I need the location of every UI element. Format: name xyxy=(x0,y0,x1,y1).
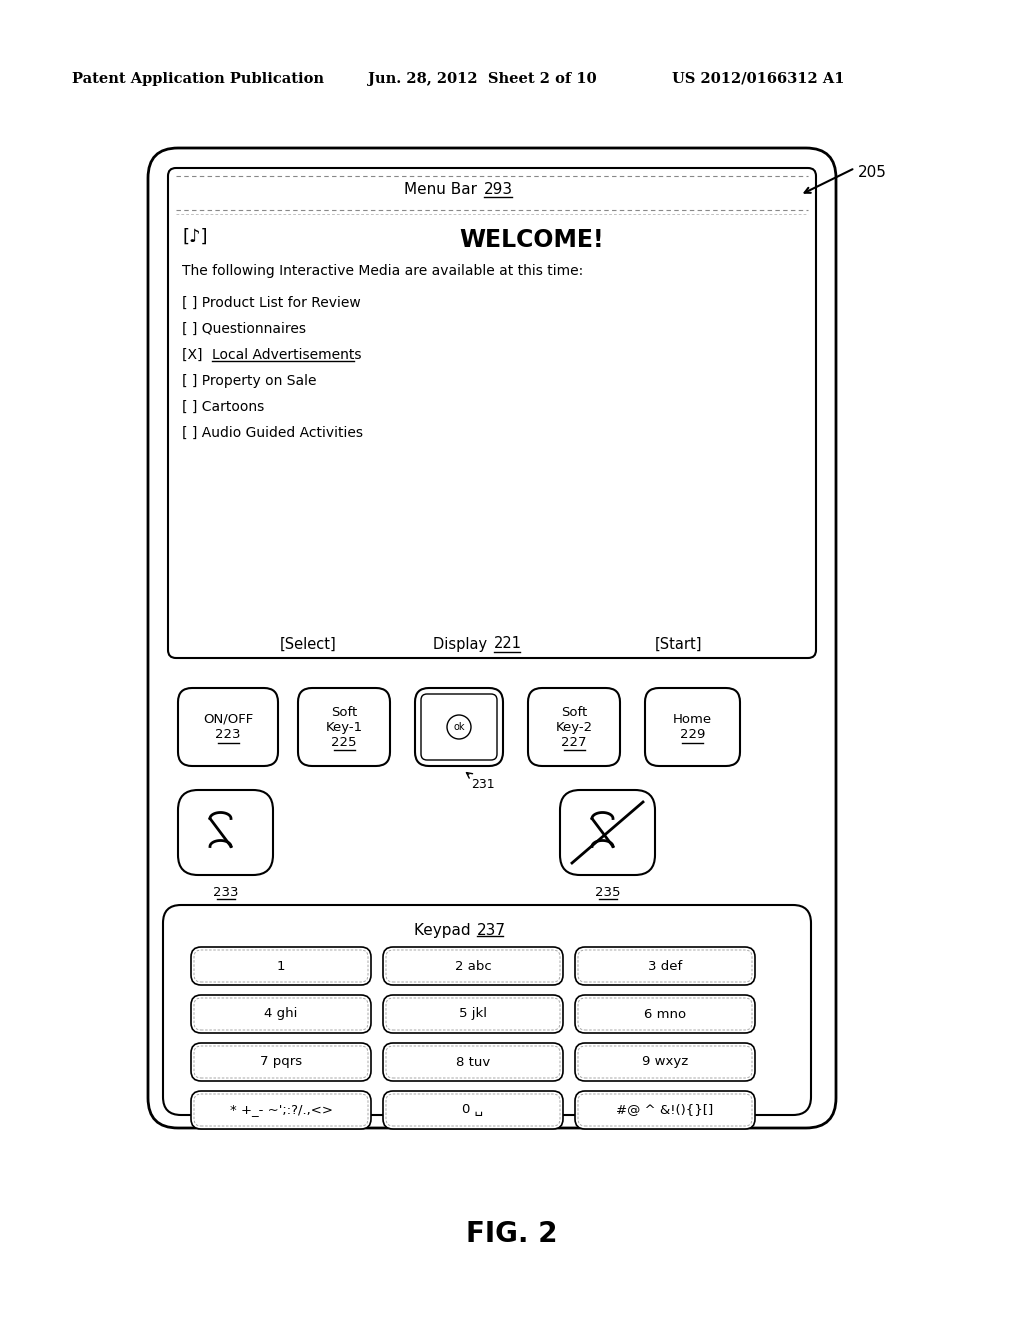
Text: [ ] Cartoons: [ ] Cartoons xyxy=(182,400,264,414)
Text: Jun. 28, 2012  Sheet 2 of 10: Jun. 28, 2012 Sheet 2 of 10 xyxy=(368,73,597,86)
FancyBboxPatch shape xyxy=(191,1043,371,1081)
Text: [Select]: [Select] xyxy=(280,636,336,652)
FancyBboxPatch shape xyxy=(383,1043,563,1081)
Text: [Start]: [Start] xyxy=(654,636,701,652)
FancyBboxPatch shape xyxy=(298,688,390,766)
Circle shape xyxy=(447,715,471,739)
FancyBboxPatch shape xyxy=(575,1043,755,1081)
Text: Menu Bar: Menu Bar xyxy=(404,181,482,197)
Text: [ ] Product List for Review: [ ] Product List for Review xyxy=(182,296,360,310)
Text: Key-1: Key-1 xyxy=(326,721,362,734)
Text: 2 abc: 2 abc xyxy=(455,960,492,973)
FancyBboxPatch shape xyxy=(383,946,563,985)
Text: 229: 229 xyxy=(680,729,706,741)
Text: [ ] Questionnaires: [ ] Questionnaires xyxy=(182,322,306,337)
Text: 8 tuv: 8 tuv xyxy=(456,1056,490,1068)
Text: * +_- ~';:?/.,<>: * +_- ~';:?/.,<> xyxy=(229,1104,333,1117)
Text: 6 mno: 6 mno xyxy=(644,1007,686,1020)
Text: Soft: Soft xyxy=(331,705,357,718)
FancyBboxPatch shape xyxy=(168,168,816,657)
FancyBboxPatch shape xyxy=(528,688,620,766)
Text: [X]: [X] xyxy=(182,348,207,362)
Text: #@ ^ &!(){}[]: #@ ^ &!(){}[] xyxy=(616,1104,714,1117)
Text: 7 pqrs: 7 pqrs xyxy=(260,1056,302,1068)
Text: The following Interactive Media are available at this time:: The following Interactive Media are avai… xyxy=(182,264,584,279)
FancyBboxPatch shape xyxy=(575,946,755,985)
FancyBboxPatch shape xyxy=(575,1092,755,1129)
Text: WELCOME!: WELCOME! xyxy=(460,228,604,252)
Text: Key-2: Key-2 xyxy=(555,721,593,734)
Text: 3 def: 3 def xyxy=(648,960,682,973)
FancyBboxPatch shape xyxy=(415,688,503,766)
Text: Home: Home xyxy=(673,713,712,726)
Text: US 2012/0166312 A1: US 2012/0166312 A1 xyxy=(672,73,845,86)
Text: ON/OFF: ON/OFF xyxy=(203,713,253,726)
Text: ok: ok xyxy=(454,722,465,733)
Text: 1: 1 xyxy=(276,960,286,973)
Text: 205: 205 xyxy=(858,165,887,180)
FancyBboxPatch shape xyxy=(148,148,836,1129)
FancyBboxPatch shape xyxy=(163,906,811,1115)
FancyBboxPatch shape xyxy=(575,995,755,1034)
FancyBboxPatch shape xyxy=(178,789,273,875)
Text: 235: 235 xyxy=(595,887,621,899)
Text: 0 ␣: 0 ␣ xyxy=(463,1104,483,1117)
Text: 225: 225 xyxy=(331,735,356,748)
Text: Display: Display xyxy=(433,636,492,652)
Text: [ ] Property on Sale: [ ] Property on Sale xyxy=(182,374,316,388)
FancyBboxPatch shape xyxy=(383,995,563,1034)
Text: Patent Application Publication: Patent Application Publication xyxy=(72,73,324,86)
Text: Keypad: Keypad xyxy=(414,923,475,939)
Text: [♪]: [♪] xyxy=(182,228,208,246)
Text: Local Advertisements: Local Advertisements xyxy=(212,348,361,362)
Text: 233: 233 xyxy=(213,887,239,899)
FancyBboxPatch shape xyxy=(421,694,497,760)
FancyBboxPatch shape xyxy=(191,946,371,985)
Text: 293: 293 xyxy=(484,181,513,197)
Text: Soft: Soft xyxy=(561,705,587,718)
Text: 221: 221 xyxy=(494,636,522,652)
Text: 223: 223 xyxy=(215,729,241,741)
Text: 231: 231 xyxy=(471,777,495,791)
FancyBboxPatch shape xyxy=(191,1092,371,1129)
Text: 237: 237 xyxy=(477,923,506,939)
Text: 227: 227 xyxy=(561,735,587,748)
Text: 9 wxyz: 9 wxyz xyxy=(642,1056,688,1068)
Text: [ ] Audio Guided Activities: [ ] Audio Guided Activities xyxy=(182,426,362,440)
FancyBboxPatch shape xyxy=(178,688,278,766)
Text: 5 jkl: 5 jkl xyxy=(459,1007,487,1020)
FancyBboxPatch shape xyxy=(645,688,740,766)
Text: FIG. 2: FIG. 2 xyxy=(466,1220,558,1247)
FancyBboxPatch shape xyxy=(383,1092,563,1129)
Text: 4 ghi: 4 ghi xyxy=(264,1007,298,1020)
FancyBboxPatch shape xyxy=(191,995,371,1034)
FancyBboxPatch shape xyxy=(560,789,655,875)
